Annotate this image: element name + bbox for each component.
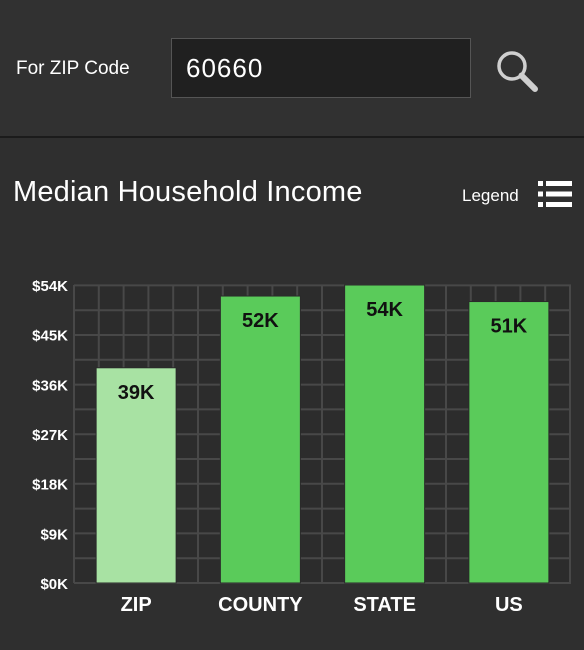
- bar-value-label: 51K: [491, 316, 528, 338]
- x-tick-label: COUNTY: [218, 594, 303, 616]
- search-icon: [497, 51, 538, 92]
- zip-code-input[interactable]: [171, 38, 471, 98]
- list-icon: [538, 181, 572, 207]
- x-tick-label: ZIP: [121, 594, 152, 616]
- y-tick-label: $0K: [40, 576, 68, 593]
- bar-value-label: 39K: [118, 382, 155, 404]
- legend-button[interactable]: Legend: [462, 178, 574, 210]
- bar-county: [219, 295, 301, 584]
- y-tick-label: $54K: [32, 278, 68, 295]
- y-tick-label: $45K: [32, 328, 68, 345]
- x-tick-label: US: [495, 594, 523, 616]
- legend-label: Legend: [462, 186, 519, 205]
- y-tick-label: $18K: [32, 477, 68, 494]
- bar-value-label: 52K: [242, 310, 279, 332]
- zip-code-label: For ZIP Code: [16, 58, 130, 79]
- x-tick-label: STATE: [353, 594, 416, 616]
- search-button[interactable]: [494, 48, 540, 94]
- chart-title: Median Household Income: [13, 176, 363, 208]
- bar-state: [344, 284, 426, 584]
- bar-value-label: 54K: [366, 299, 403, 321]
- bar-us: [468, 301, 550, 584]
- y-tick-label: $9K: [40, 526, 68, 543]
- y-tick-label: $27K: [32, 427, 68, 444]
- bar-zip: [95, 367, 177, 584]
- y-tick-label: $36K: [32, 377, 68, 394]
- search-panel: For ZIP Code: [0, 0, 584, 138]
